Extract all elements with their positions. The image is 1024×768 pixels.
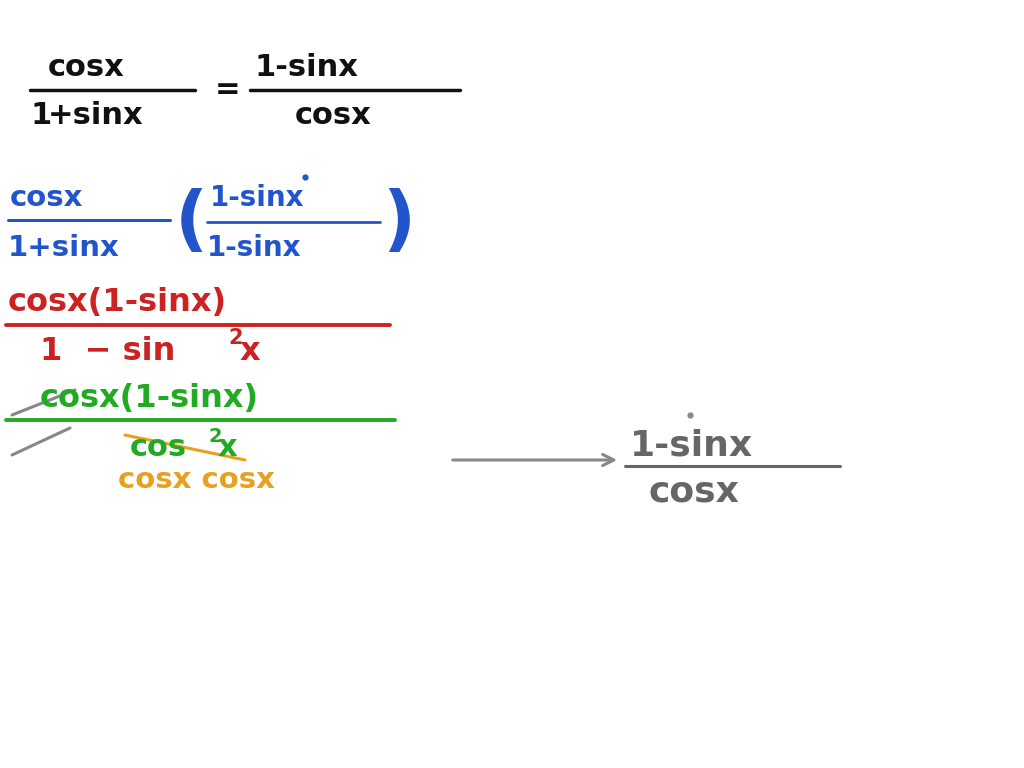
Text: +sinx: +sinx	[48, 101, 143, 130]
Text: cosx: cosx	[295, 101, 372, 130]
Text: 1-sinx: 1-sinx	[630, 428, 753, 462]
Text: 2: 2	[228, 328, 243, 348]
Text: ): )	[382, 187, 415, 257]
Text: 1-sinx: 1-sinx	[255, 54, 358, 82]
Text: 1+sinx: 1+sinx	[8, 234, 120, 262]
Text: cosx(1-sinx): cosx(1-sinx)	[8, 286, 227, 317]
Text: cosx cosx: cosx cosx	[118, 466, 274, 494]
Text: cosx: cosx	[48, 54, 125, 82]
Text: x: x	[218, 433, 238, 462]
Text: x: x	[240, 336, 261, 368]
Text: 1: 1	[30, 101, 51, 130]
Text: (: (	[175, 187, 208, 257]
Text: cosx: cosx	[648, 475, 739, 509]
Text: cosx(1-sinx): cosx(1-sinx)	[40, 382, 259, 413]
Text: 2: 2	[208, 426, 221, 445]
Text: 1-sinx: 1-sinx	[207, 234, 301, 262]
Text: 1  − sin: 1 − sin	[40, 336, 175, 368]
Text: cosx: cosx	[10, 184, 83, 212]
Text: =: =	[215, 75, 241, 104]
Text: cos: cos	[130, 433, 187, 462]
Text: 1-sinx: 1-sinx	[210, 184, 304, 212]
